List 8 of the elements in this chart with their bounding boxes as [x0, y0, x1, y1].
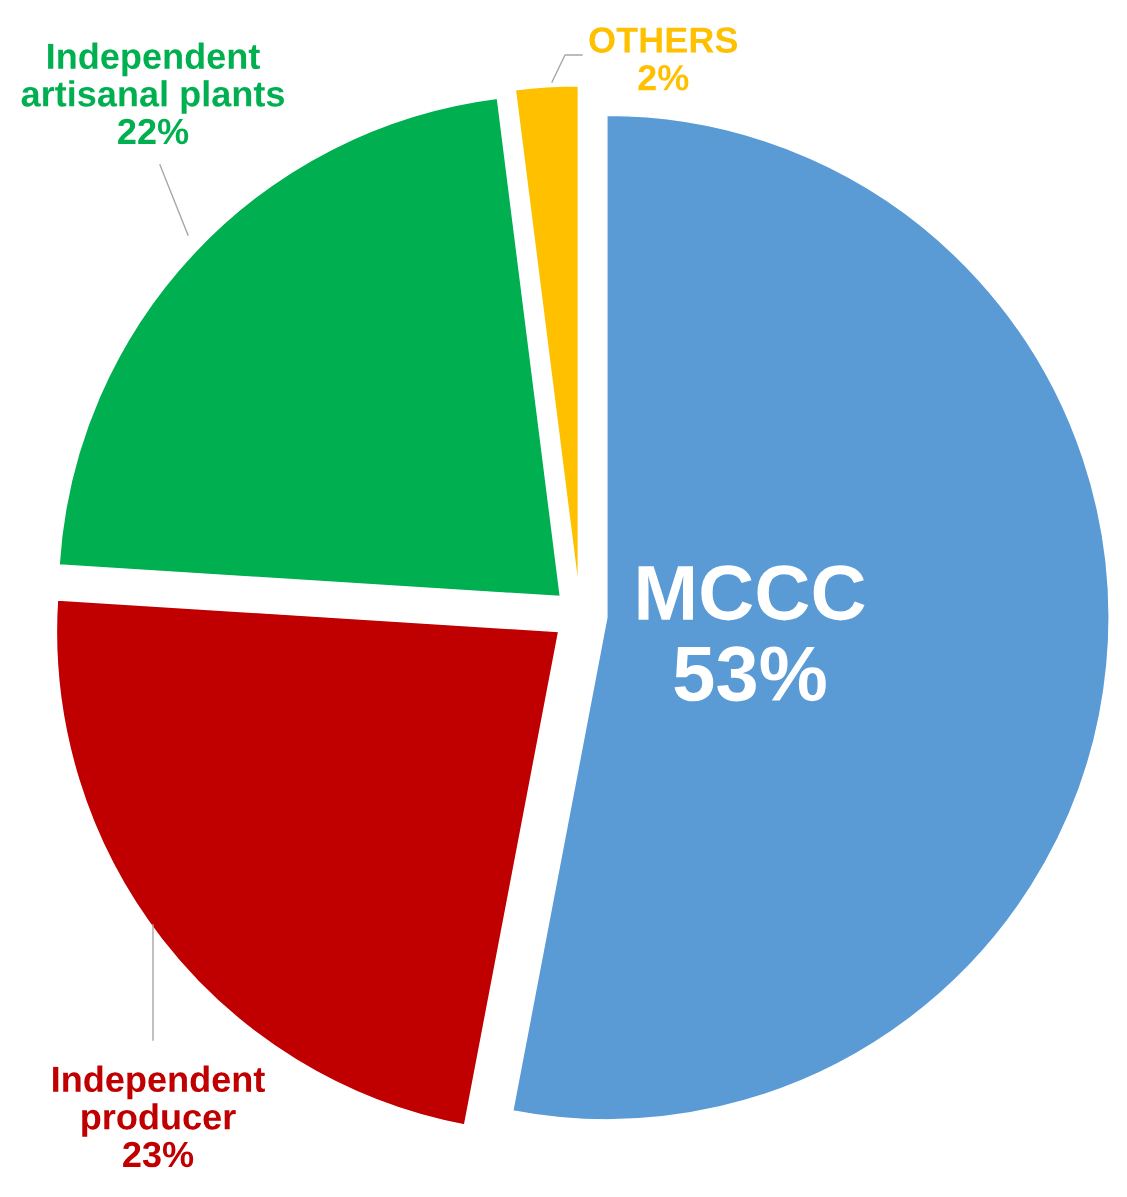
slice-label: OTHERS	[589, 27, 738, 53]
data-label: 53%	[674, 646, 826, 702]
slice-label: Independent artisanal plants	[21, 42, 284, 114]
slice-label: MCCC	[638, 565, 865, 621]
data-label: 2%	[638, 64, 689, 91]
data-label: 23%	[123, 1141, 194, 1168]
data-label: 22%	[118, 118, 189, 145]
slice-label: Independent producer	[53, 1065, 265, 1137]
